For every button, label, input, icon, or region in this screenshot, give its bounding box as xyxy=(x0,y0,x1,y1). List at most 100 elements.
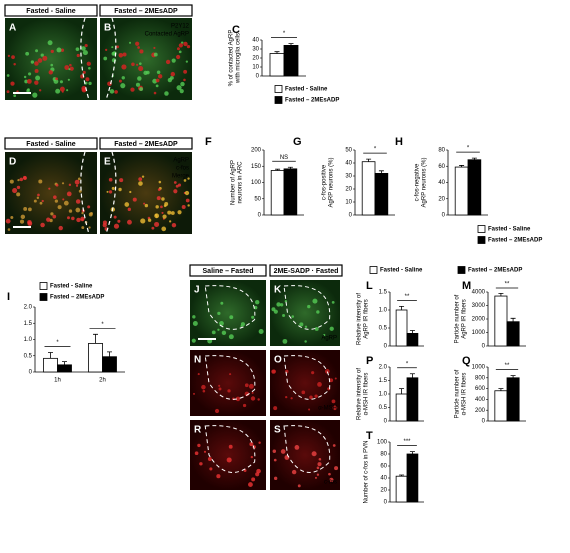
cell xyxy=(88,66,91,70)
error-bar xyxy=(366,158,372,162)
cell xyxy=(143,202,146,205)
cell xyxy=(40,53,44,57)
header-box xyxy=(99,4,193,17)
cell xyxy=(256,468,261,474)
cell xyxy=(183,41,188,47)
error-bar xyxy=(498,388,504,391)
outline xyxy=(80,151,90,235)
cell xyxy=(147,218,152,222)
y-axis-label: AgRP IR fibers xyxy=(462,299,468,339)
legend-label: Fasted - Saline xyxy=(380,268,423,274)
cell xyxy=(23,207,28,211)
cell xyxy=(291,469,297,475)
cell xyxy=(273,406,278,411)
cell xyxy=(216,474,221,479)
legend-swatch xyxy=(457,266,466,274)
y-tick-label: 1.0 xyxy=(379,308,388,314)
cell xyxy=(138,181,143,186)
cell xyxy=(39,201,43,205)
cell xyxy=(171,222,177,228)
legend-swatch xyxy=(39,282,48,290)
cell xyxy=(63,200,69,206)
cell xyxy=(67,216,70,220)
cell xyxy=(316,473,320,476)
header-box xyxy=(99,137,193,150)
cell xyxy=(331,300,335,304)
y-tick-label: 80 xyxy=(438,148,445,154)
header: Saline – Fasted xyxy=(203,268,254,275)
micrograph xyxy=(190,350,266,416)
cell xyxy=(87,205,91,209)
cell xyxy=(81,226,85,230)
cell xyxy=(194,451,199,456)
y-tick-label: 50 xyxy=(254,196,261,202)
y-axis-label: AgRP neurons (%) xyxy=(422,158,428,208)
cell xyxy=(197,373,200,376)
legend-swatch xyxy=(274,85,283,93)
cell xyxy=(221,330,227,336)
cell xyxy=(271,369,276,374)
y-axis-label: neurons in ARC xyxy=(238,161,244,204)
y-tick-label: 1000 xyxy=(472,330,486,336)
cell xyxy=(244,383,249,388)
cell xyxy=(272,449,277,454)
legend-label: Fasted – 2MEsADP xyxy=(50,295,104,301)
cell xyxy=(290,397,293,400)
error-bar xyxy=(378,170,384,174)
cell xyxy=(155,205,159,209)
bar xyxy=(57,364,72,373)
cell xyxy=(9,179,14,184)
cell xyxy=(118,53,124,58)
bar xyxy=(270,170,285,216)
cell xyxy=(19,177,24,182)
y-tick-label: 150 xyxy=(251,164,262,170)
cell xyxy=(154,221,160,227)
cell xyxy=(30,60,35,64)
bar xyxy=(395,393,408,422)
cell xyxy=(109,89,115,94)
outline xyxy=(105,151,117,235)
image-label: c-fos xyxy=(176,166,189,172)
cell xyxy=(6,74,10,77)
cell xyxy=(19,219,25,224)
error-bar xyxy=(399,306,405,310)
cell xyxy=(55,183,59,187)
y-tick-label: 400 xyxy=(475,397,486,403)
cell xyxy=(257,398,260,401)
cell xyxy=(106,190,109,193)
y-tick-label: 100 xyxy=(251,180,262,186)
cell xyxy=(209,467,213,471)
image-letter: S xyxy=(274,425,281,436)
cell xyxy=(187,177,190,180)
cell xyxy=(48,70,54,75)
image-letter: J xyxy=(194,285,200,296)
cell xyxy=(153,52,158,57)
bar xyxy=(506,321,520,347)
cell xyxy=(61,182,65,185)
header: Fasted – 2MEsADP xyxy=(114,8,178,15)
cell xyxy=(117,219,121,223)
cell xyxy=(251,315,255,319)
panel-letter: P xyxy=(366,355,373,367)
cell xyxy=(26,78,32,84)
cell xyxy=(229,315,234,320)
cell xyxy=(52,214,57,219)
cell xyxy=(34,80,39,85)
outline xyxy=(283,425,331,473)
cell xyxy=(218,384,221,387)
cell xyxy=(332,444,336,447)
y-axis-label: Relative intensity of xyxy=(357,368,363,420)
cell xyxy=(153,46,156,50)
cell xyxy=(201,384,206,390)
y-tick-label: 2000 xyxy=(472,317,486,323)
cell xyxy=(193,392,196,395)
significance: * xyxy=(374,147,377,153)
cell xyxy=(114,90,118,94)
cell xyxy=(24,79,28,84)
cell xyxy=(71,216,75,221)
cell xyxy=(207,456,212,461)
cell xyxy=(311,371,315,375)
cell xyxy=(176,54,181,60)
error-bar xyxy=(510,317,516,322)
cell xyxy=(102,223,107,228)
